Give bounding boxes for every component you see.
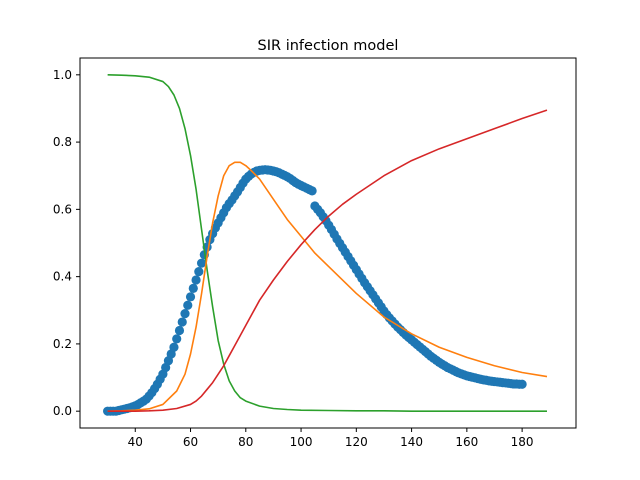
x-axis: 40 60 80 100 120 140 160 180 <box>128 428 534 449</box>
data-point <box>172 334 182 344</box>
data-point <box>191 275 201 285</box>
data-point <box>180 309 190 319</box>
x-tick-label: 180 <box>511 435 534 449</box>
x-tick-label: 120 <box>345 435 368 449</box>
axes-frame <box>79 57 577 429</box>
data-point <box>188 283 198 294</box>
data-point <box>169 342 179 352</box>
plot-area <box>103 74 548 416</box>
y-tick-label: 0.0 <box>53 404 72 418</box>
x-tick-label: 100 <box>290 435 313 449</box>
chart-title: SIR infection model <box>258 38 399 54</box>
data-point <box>194 266 204 277</box>
observed-data-scatter <box>103 165 527 416</box>
y-tick-label: 0.6 <box>53 202 72 216</box>
y-tick-label: 0.8 <box>53 135 72 149</box>
y-tick-label: 1.0 <box>53 68 72 82</box>
data-point <box>517 379 527 389</box>
x-tick-label: 140 <box>400 435 423 449</box>
x-tick-label: 80 <box>238 435 253 449</box>
data-point <box>174 325 185 336</box>
x-tick-label: 160 <box>455 435 478 449</box>
data-point <box>183 300 193 310</box>
data-point <box>196 258 207 268</box>
y-tick-label: 0.4 <box>53 270 72 284</box>
model-curve-line <box>107 161 548 412</box>
data-point <box>307 186 317 196</box>
x-tick-label: 60 <box>183 435 198 449</box>
data-point <box>177 317 187 327</box>
y-tick-label: 0.2 <box>53 337 72 351</box>
x-tick-label: 40 <box>128 435 143 449</box>
model-curve-line <box>107 109 548 412</box>
y-axis: 0.0 0.2 0.4 0.6 0.8 1.0 <box>53 68 80 418</box>
data-point <box>185 292 196 302</box>
model-curve-line <box>107 74 547 412</box>
